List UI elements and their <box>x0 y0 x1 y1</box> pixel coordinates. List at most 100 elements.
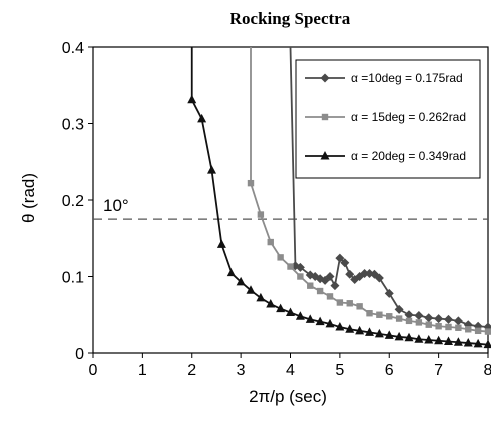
data-point <box>360 268 370 278</box>
data-point <box>287 263 294 270</box>
series-1 <box>289 46 491 332</box>
data-point <box>384 288 394 298</box>
legend-label: α = 15deg = 0.262rad <box>351 110 466 124</box>
x-tick-label: 0 <box>89 362 98 379</box>
legend-marker <box>321 113 329 121</box>
y-axis-label: θ (rad) <box>19 173 38 223</box>
data-point <box>207 165 216 174</box>
reference-line-label: 10° <box>103 196 129 215</box>
data-point <box>386 313 393 320</box>
data-point <box>256 292 266 302</box>
data-point <box>435 323 442 330</box>
data-point <box>384 330 394 339</box>
data-point <box>246 285 256 294</box>
y-axis-ticks: 0 0.1 0.2 0.3 0.4 <box>62 40 93 363</box>
data-point <box>425 321 432 328</box>
data-point <box>315 316 325 326</box>
data-point <box>473 338 483 348</box>
x-tick-label: 6 <box>385 362 394 379</box>
data-point <box>325 318 335 328</box>
data-point <box>474 327 482 335</box>
data-point <box>226 267 236 277</box>
data-point <box>365 327 374 336</box>
data-point <box>444 314 453 324</box>
data-point <box>434 314 444 324</box>
data-point <box>326 293 334 300</box>
data-point <box>330 281 340 291</box>
data-point <box>340 258 350 268</box>
data-point <box>187 94 197 104</box>
data-point <box>335 253 345 263</box>
data-point <box>405 317 413 325</box>
legend-label: α =10deg = 0.175rad <box>351 71 463 85</box>
data-point <box>266 299 276 308</box>
data-point <box>374 328 384 338</box>
data-point <box>325 272 335 281</box>
legend-marker <box>320 73 330 83</box>
data-point <box>356 303 363 310</box>
data-point <box>444 336 453 346</box>
series-layer <box>187 46 491 349</box>
data-point <box>394 331 404 341</box>
data-point <box>316 287 324 295</box>
data-point <box>355 325 365 335</box>
data-point <box>297 273 304 280</box>
y-tick-label: 0 <box>75 346 84 363</box>
data-point <box>295 311 305 320</box>
data-point <box>455 324 462 331</box>
data-point <box>465 326 472 333</box>
data-point <box>305 314 315 323</box>
x-tick-label: 7 <box>434 362 443 379</box>
series-3 <box>187 47 491 349</box>
data-point <box>277 254 284 261</box>
data-point <box>463 338 473 347</box>
series-2 <box>247 47 491 335</box>
data-point <box>366 310 373 317</box>
x-tick-label: 2 <box>187 362 196 379</box>
y-tick-label: 0.3 <box>62 117 84 134</box>
data-point <box>267 238 274 246</box>
data-point <box>376 311 383 318</box>
data-point <box>257 211 265 218</box>
data-point <box>197 113 207 123</box>
data-point <box>453 337 463 346</box>
data-point <box>374 273 384 283</box>
x-axis-label: 2π/p (sec) <box>249 387 327 406</box>
data-point <box>345 269 355 279</box>
x-axis-ticks: 0 1 2 3 4 5 6 7 8 <box>89 353 491 379</box>
data-point <box>346 300 353 307</box>
y-tick-label: 0.2 <box>62 193 84 210</box>
data-point <box>424 334 434 344</box>
data-point <box>424 313 434 323</box>
legend-marker <box>320 151 330 160</box>
data-point <box>276 303 286 313</box>
x-tick-label: 1 <box>138 362 147 379</box>
data-point <box>483 339 491 349</box>
data-point <box>453 316 463 326</box>
data-point <box>415 319 423 326</box>
data-point <box>247 179 255 187</box>
data-point <box>335 321 345 331</box>
data-point <box>336 299 344 306</box>
x-tick-label: 8 <box>484 362 491 379</box>
data-point <box>484 328 491 335</box>
data-point <box>434 335 444 345</box>
x-tick-label: 4 <box>286 362 295 379</box>
data-point <box>404 332 414 342</box>
y-tick-label: 0.4 <box>62 40 84 57</box>
data-point <box>345 324 355 333</box>
data-point <box>307 282 314 289</box>
data-point <box>414 334 424 343</box>
data-point <box>236 276 246 286</box>
data-point <box>286 307 295 316</box>
x-tick-label: 5 <box>335 362 344 379</box>
data-point <box>414 311 424 321</box>
data-point <box>404 310 414 320</box>
data-point <box>394 304 404 314</box>
data-point <box>216 239 226 248</box>
data-point <box>395 315 403 322</box>
chart-title: Rocking Spectra <box>230 9 351 28</box>
data-point <box>445 323 452 331</box>
y-tick-label: 0.1 <box>62 270 84 287</box>
